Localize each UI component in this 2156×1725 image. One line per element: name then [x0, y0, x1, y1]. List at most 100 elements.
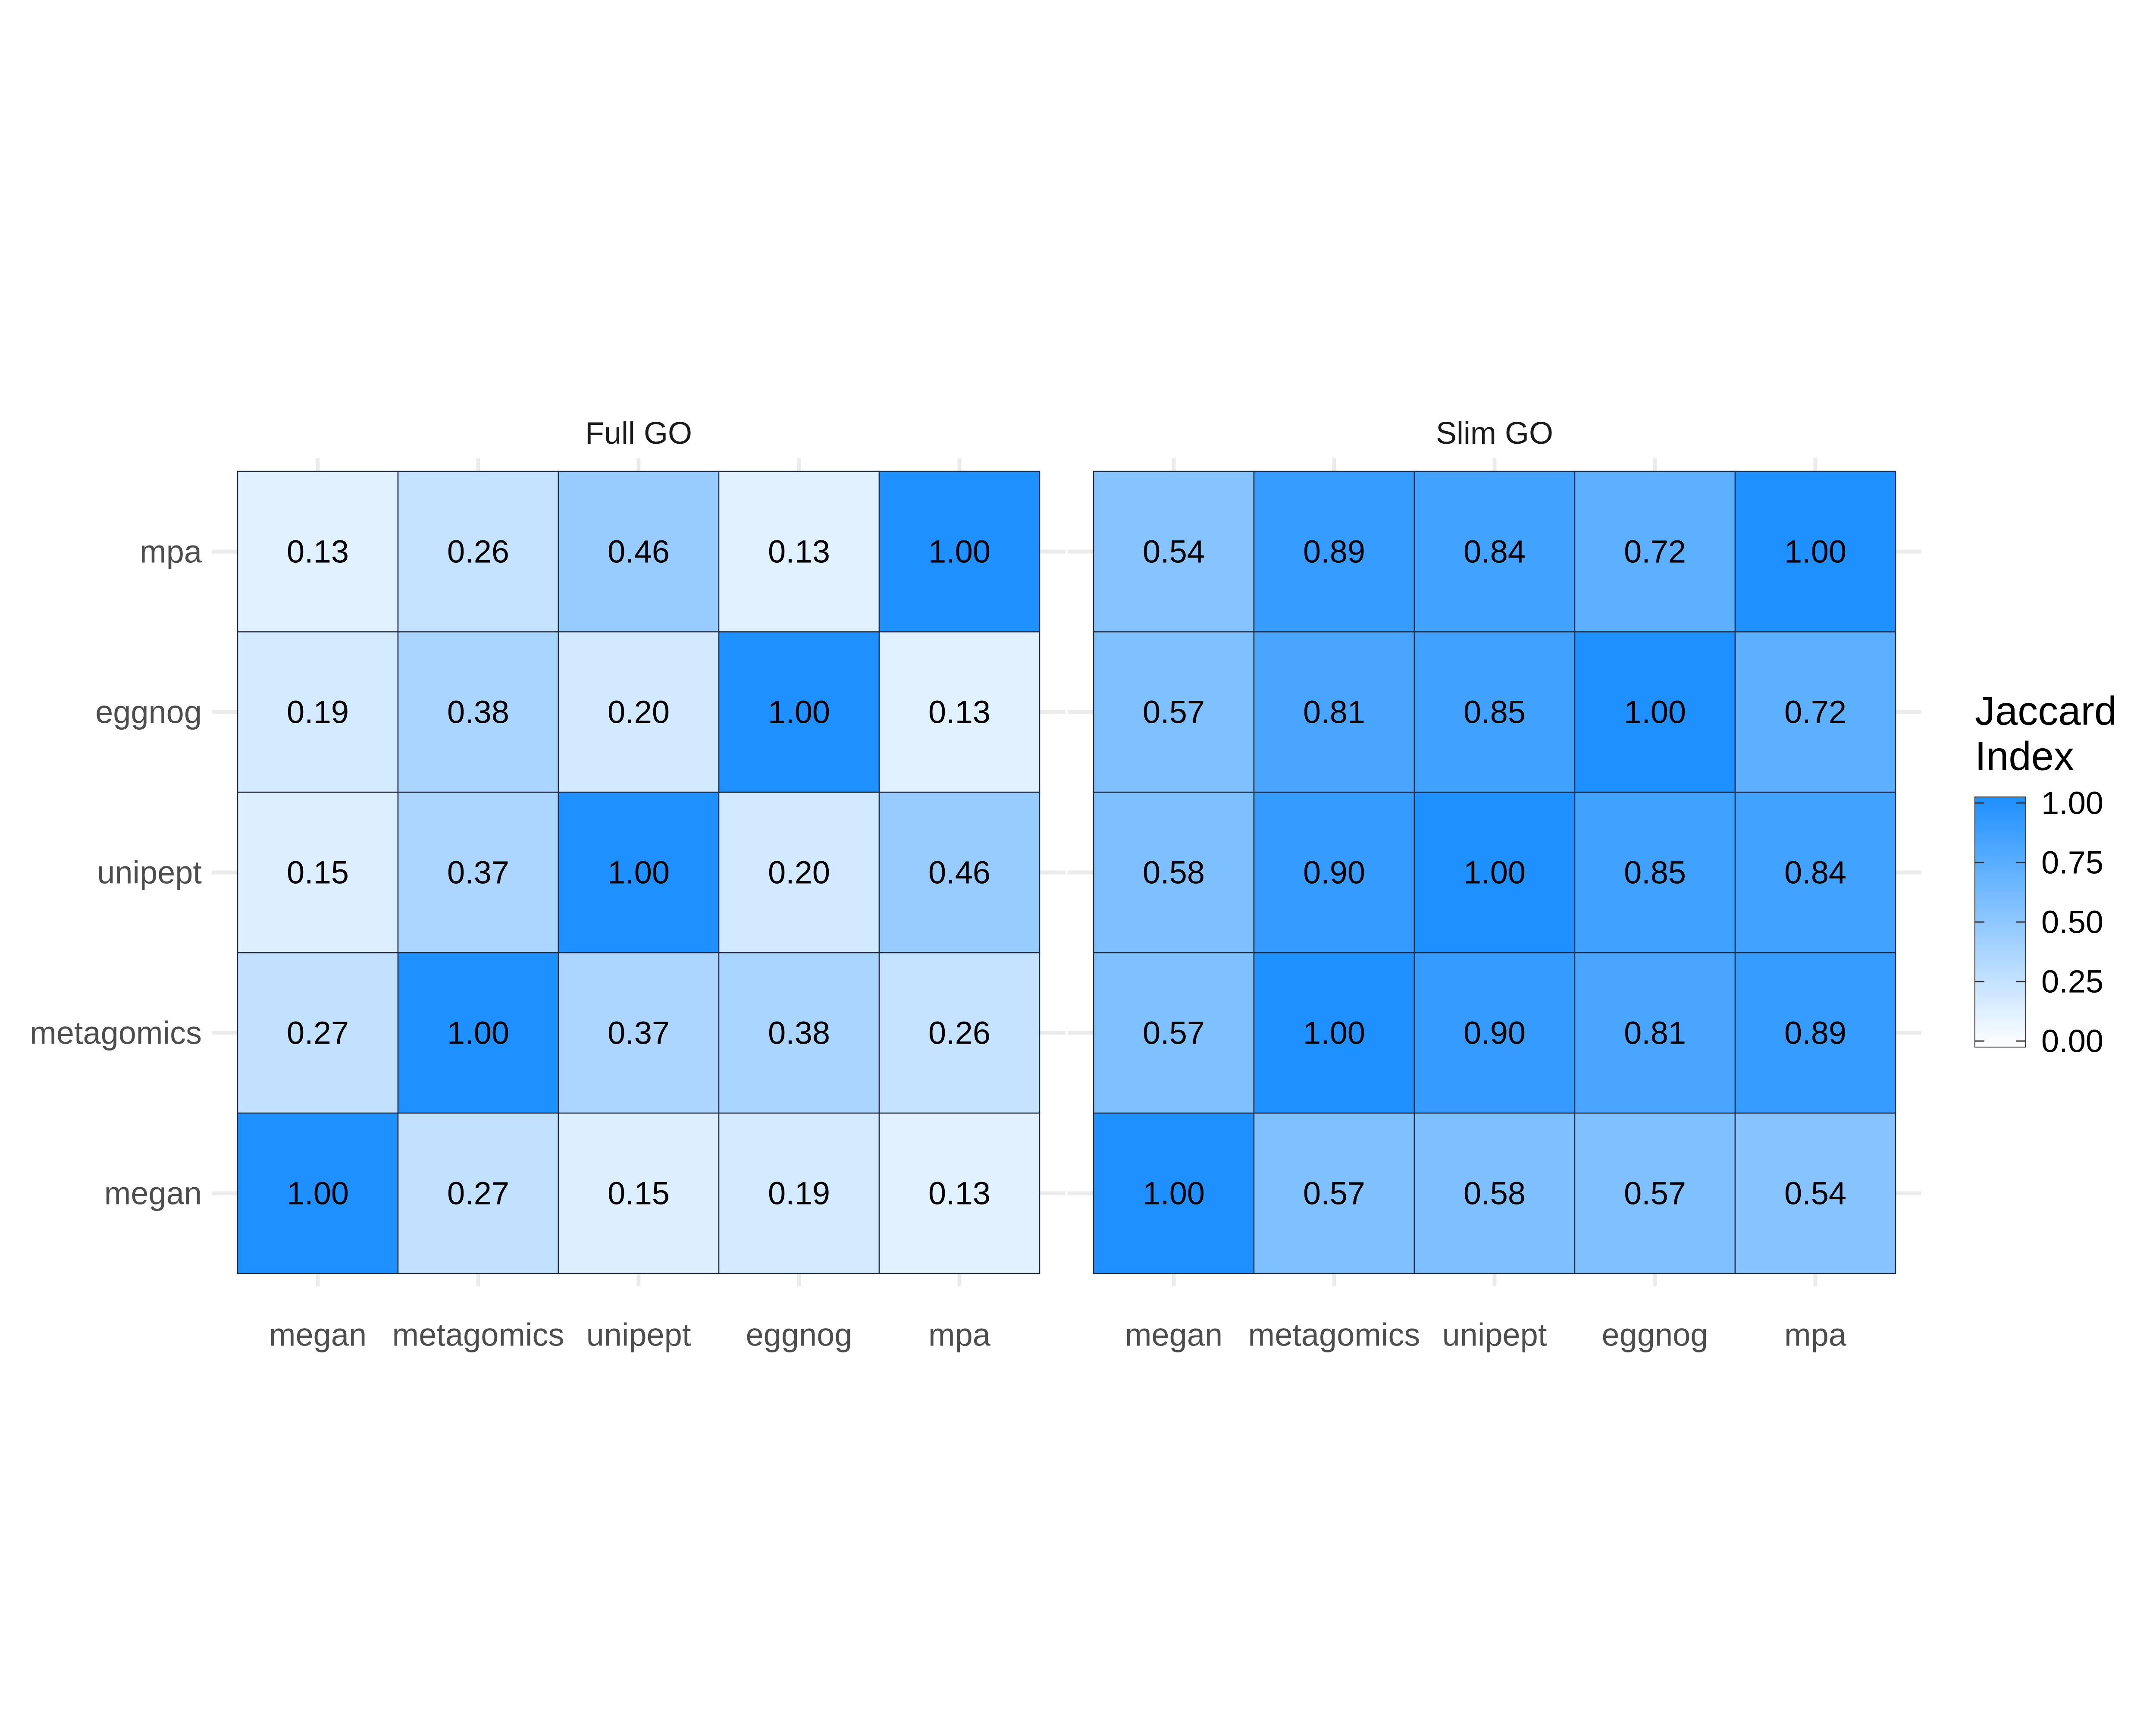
cell-value-label: 0.85	[1463, 694, 1526, 730]
heatmap-cell	[1093, 791, 1255, 953]
cell-value-label: 0.81	[1303, 694, 1365, 730]
legend-tick-label: 0.00	[2041, 1023, 2103, 1059]
cell-value-label: 0.46	[608, 534, 670, 570]
y-tick-label: metagomics	[30, 1015, 202, 1051]
cell-value-label: 0.27	[287, 1015, 349, 1051]
cell-value-label: 0.38	[447, 694, 509, 730]
heatmap-cell	[1734, 1112, 1896, 1274]
panels-layer: 1.00 0.27 0.15 0.19 0.13 0.27 1.00 0.37 0.38 0.26…	[30, 416, 1921, 1353]
cell-value-label: 0.20	[608, 694, 670, 730]
x-tick-label: unipept	[586, 1317, 691, 1353]
cell-value-label: 0.84	[1784, 855, 1846, 891]
y-tick-label: eggnog	[95, 694, 202, 730]
x-tick-label: eggnog	[746, 1317, 852, 1353]
legend-title-line: Jaccard	[1975, 688, 2117, 734]
cell-value-label: 0.54	[1143, 534, 1205, 570]
cell-value-label: 0.37	[447, 855, 509, 891]
cell-value-label: 0.13	[928, 694, 990, 730]
cell-value-label: 0.81	[1624, 1015, 1686, 1051]
facet-title: Slim GO	[1436, 416, 1553, 451]
heatmap-cell	[1413, 631, 1576, 793]
heatmap-cell	[1413, 791, 1576, 953]
heatmap-cell	[1574, 470, 1736, 633]
cell-value-label: 0.13	[768, 534, 830, 570]
cell-value-label: 1.00	[608, 855, 670, 891]
heatmap-cell	[878, 1112, 1040, 1274]
heatmap-cell	[237, 1112, 399, 1274]
panel-full-go: 1.00 0.27 0.15 0.19 0.13 0.27 1.00 0.37 0.38 0.26…	[30, 416, 1065, 1353]
heatmap-cell	[1413, 1112, 1576, 1274]
heatmap-cell	[397, 1112, 559, 1274]
cell-value-label: 1.00	[447, 1015, 509, 1051]
x-tick-label: unipept	[1442, 1317, 1547, 1353]
heatmap-cell	[397, 631, 559, 793]
heatmap-cell	[237, 631, 399, 793]
heatmap-tiles: 1.00 0.27 0.15 0.19 0.13 0.27 1.00 0.37 0.38 0.26…	[237, 470, 1040, 1274]
cell-value-label: 0.20	[768, 855, 830, 891]
cell-value-label: 0.57	[1303, 1176, 1365, 1211]
cell-value-label: 0.13	[928, 1176, 990, 1211]
heatmap-cell	[1734, 470, 1896, 633]
heatmap-cell	[1734, 952, 1896, 1114]
heatmap-cell	[1413, 952, 1576, 1114]
cell-value-label: 0.54	[1784, 1176, 1846, 1211]
cell-value-label: 0.26	[447, 534, 509, 570]
heatmap-cell	[1253, 791, 1415, 953]
y-tick-label: unipept	[97, 855, 202, 891]
cell-value-label: 0.89	[1303, 534, 1365, 570]
cell-value-label: 1.00	[1143, 1176, 1205, 1211]
cell-value-label: 1.00	[1463, 855, 1526, 891]
cell-value-label: 0.37	[608, 1015, 670, 1051]
legend-tick-label: 1.00	[2041, 785, 2103, 821]
y-tick-label: mpa	[140, 534, 202, 570]
cell-value-label: 0.58	[1463, 1176, 1526, 1211]
heatmap-cell	[718, 470, 880, 633]
heatmap-cell	[1093, 631, 1255, 793]
legend-tick-label: 0.50	[2041, 904, 2103, 940]
x-tick-label: megan	[269, 1317, 367, 1353]
heatmap-cell	[237, 952, 399, 1114]
y-tick-label: megan	[104, 1176, 202, 1211]
cell-value-label: 1.00	[768, 694, 830, 730]
x-tick-label: metagomics	[1248, 1317, 1420, 1353]
cell-value-label: 0.84	[1463, 534, 1526, 570]
x-tick-label: mpa	[1784, 1317, 1847, 1353]
x-tick-label: eggnog	[1602, 1317, 1708, 1353]
cell-value-label: 1.00	[1303, 1015, 1365, 1051]
heatmap-cell	[1093, 952, 1255, 1114]
heatmap-cell	[397, 470, 559, 633]
legend-tick-label: 0.25	[2041, 964, 2103, 1000]
heatmap-cell	[1253, 470, 1415, 633]
panel-slim-go: 1.00 0.57 0.58 0.57 0.54 0.57 1.00 0.90 0.81 0.89…	[1068, 416, 1921, 1353]
heatmap-cell	[1253, 952, 1415, 1114]
heatmap-cell	[397, 952, 559, 1114]
heatmap-cell	[1093, 1112, 1255, 1274]
heatmap-cell	[558, 952, 720, 1114]
heatmap-cell	[237, 470, 399, 633]
heatmap-cell	[1574, 631, 1736, 793]
legend-title-line: Index	[1975, 734, 2074, 779]
cell-value-label: 0.38	[768, 1015, 830, 1051]
cell-value-label: 0.90	[1303, 855, 1365, 891]
heatmap-cell	[878, 952, 1040, 1114]
cell-value-label: 0.57	[1143, 1015, 1205, 1051]
x-tick-label: megan	[1125, 1317, 1222, 1353]
cell-value-label: 1.00	[928, 534, 990, 570]
cell-value-label: 0.72	[1624, 534, 1686, 570]
heatmap-tiles: 1.00 0.57 0.58 0.57 0.54 0.57 1.00 0.90 0.81 0.89…	[1093, 470, 1896, 1274]
x-tick-label: mpa	[928, 1317, 991, 1353]
cell-value-label: 0.15	[608, 1176, 670, 1211]
cell-value-label: 0.90	[1463, 1015, 1526, 1051]
cell-value-label: 0.57	[1624, 1176, 1686, 1211]
heatmap-cell	[237, 791, 399, 953]
heatmap-cell	[397, 791, 559, 953]
facet-title: Full GO	[585, 416, 692, 451]
heatmap-cell	[718, 952, 880, 1114]
cell-value-label: 0.89	[1784, 1015, 1846, 1051]
heatmap-cell	[1734, 791, 1896, 953]
heatmap-cell	[558, 791, 720, 953]
cell-value-label: 0.72	[1784, 694, 1846, 730]
